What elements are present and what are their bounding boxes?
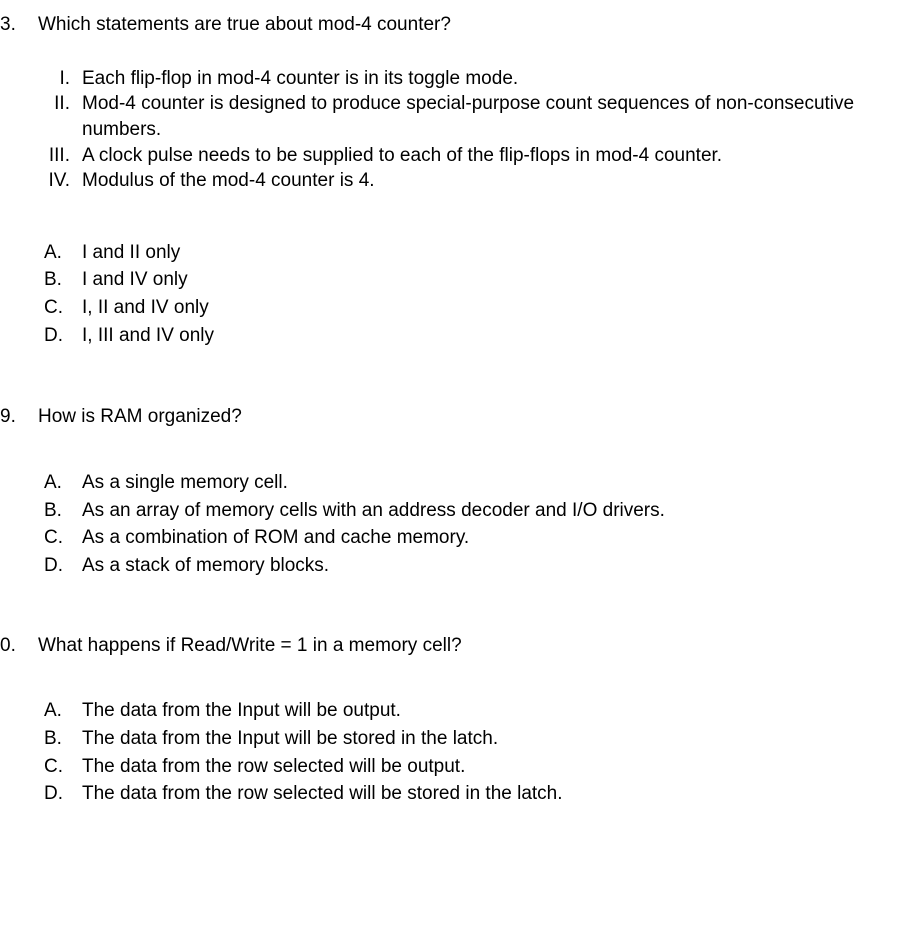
statement-text: Mod-4 counter is designed to produce spe…: [82, 91, 923, 142]
option-row: D. I, III and IV only: [38, 323, 923, 349]
question-header: 9. How is RAM organized?: [0, 404, 923, 430]
option-label: B.: [38, 498, 82, 524]
option-row: D. As a stack of memory blocks.: [38, 553, 923, 579]
option-row: B. I and IV only: [38, 267, 923, 293]
question-prompt: What happens if Read/Write = 1 in a memo…: [38, 633, 923, 659]
question-number: 9.: [0, 404, 38, 430]
option-text: As a single memory cell.: [82, 470, 923, 496]
option-label: B.: [38, 726, 82, 752]
question-block-8: 3. Which statements are true about mod-4…: [0, 12, 923, 348]
option-label: C.: [38, 754, 82, 780]
options-list: A. The data from the Input will be outpu…: [38, 698, 923, 807]
question-header: 0. What happens if Read/Write = 1 in a m…: [0, 633, 923, 659]
option-text: As a combination of ROM and cache memory…: [82, 525, 923, 551]
question-prompt: Which statements are true about mod-4 co…: [38, 12, 923, 38]
option-text: The data from the row selected will be o…: [82, 754, 923, 780]
option-label: A.: [38, 698, 82, 724]
option-text: The data from the Input will be output.: [82, 698, 923, 724]
option-text: I, III and IV only: [82, 323, 923, 349]
option-text: As an array of memory cells with an addr…: [82, 498, 923, 524]
question-number: 0.: [0, 633, 38, 659]
statement-text: Modulus of the mod-4 counter is 4.: [82, 168, 923, 194]
option-row: B. As an array of memory cells with an a…: [38, 498, 923, 524]
question-number: 3.: [0, 12, 38, 38]
statement-label: IV.: [38, 168, 82, 194]
option-row: C. The data from the row selected will b…: [38, 754, 923, 780]
question-prompt: How is RAM organized?: [38, 404, 923, 430]
option-label: A.: [38, 240, 82, 266]
option-row: A. I and II only: [38, 240, 923, 266]
statement-row: III. A clock pulse needs to be supplied …: [38, 143, 923, 169]
options-list: A. As a single memory cell. B. As an arr…: [38, 470, 923, 579]
option-row: A. As a single memory cell.: [38, 470, 923, 496]
statements-list: I. Each flip-flop in mod-4 counter is in…: [38, 66, 923, 194]
question-block-10: 0. What happens if Read/Write = 1 in a m…: [0, 633, 923, 807]
option-label: C.: [38, 525, 82, 551]
option-row: C. I, II and IV only: [38, 295, 923, 321]
option-text: The data from the Input will be stored i…: [82, 726, 923, 752]
statement-row: I. Each flip-flop in mod-4 counter is in…: [38, 66, 923, 92]
statement-row: II. Mod-4 counter is designed to produce…: [38, 91, 923, 142]
option-row: B. The data from the Input will be store…: [38, 726, 923, 752]
question-header: 3. Which statements are true about mod-4…: [0, 12, 923, 38]
option-row: C. As a combination of ROM and cache mem…: [38, 525, 923, 551]
option-text: As a stack of memory blocks.: [82, 553, 923, 579]
option-label: A.: [38, 470, 82, 496]
options-list: A. I and II only B. I and IV only C. I, …: [38, 240, 923, 349]
option-text: I and II only: [82, 240, 923, 266]
option-label: D.: [38, 781, 82, 807]
option-row: D. The data from the row selected will b…: [38, 781, 923, 807]
statement-row: IV. Modulus of the mod-4 counter is 4.: [38, 168, 923, 194]
option-label: B.: [38, 267, 82, 293]
option-text: I, II and IV only: [82, 295, 923, 321]
question-block-9: 9. How is RAM organized? A. As a single …: [0, 404, 923, 578]
statement-label: I.: [38, 66, 82, 92]
statement-text: Each flip-flop in mod-4 counter is in it…: [82, 66, 923, 92]
statement-label: II.: [38, 91, 82, 117]
option-label: C.: [38, 295, 82, 321]
option-text: I and IV only: [82, 267, 923, 293]
option-text: The data from the row selected will be s…: [82, 781, 923, 807]
statement-label: III.: [38, 143, 82, 169]
option-row: A. The data from the Input will be outpu…: [38, 698, 923, 724]
option-label: D.: [38, 553, 82, 579]
statement-text: A clock pulse needs to be supplied to ea…: [82, 143, 923, 169]
option-label: D.: [38, 323, 82, 349]
